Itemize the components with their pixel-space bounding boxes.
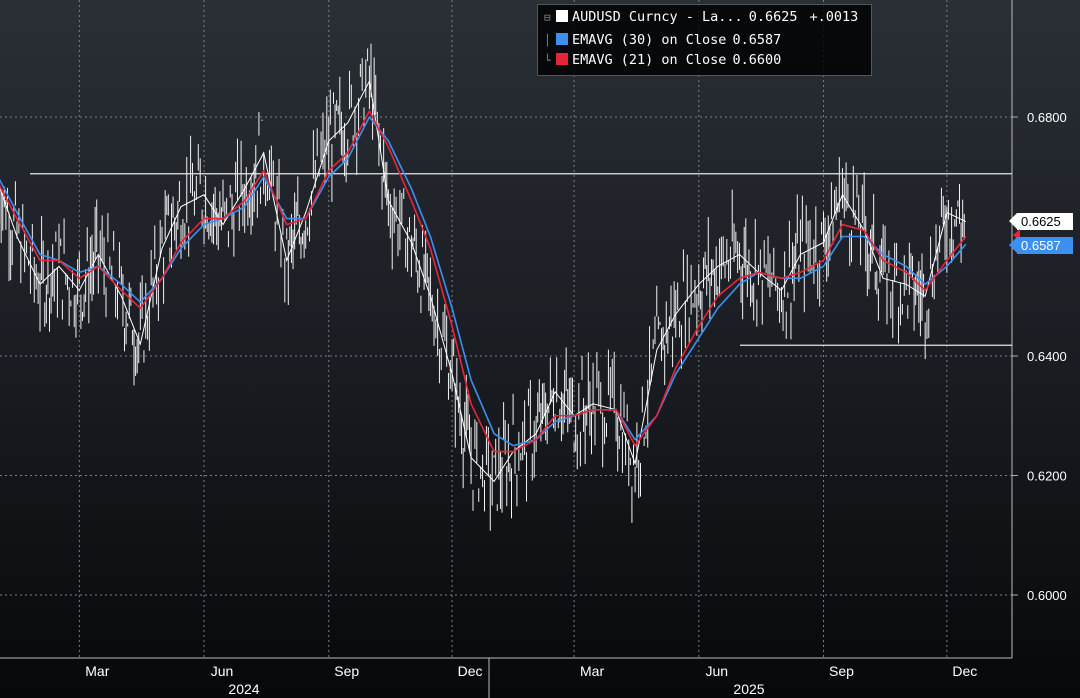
y-tick-label: 0.6800 — [1027, 110, 1067, 125]
x-tick-label: Sep — [334, 663, 359, 679]
legend-label-ema30: EMAVG (30) on Close — [572, 32, 727, 48]
legend-label-ema21: EMAVG (21) on Close — [572, 52, 727, 68]
ema21-marker-icon — [1013, 229, 1020, 241]
tree-branch-icon: │ — [544, 34, 551, 47]
legend-swatch-ema21 — [556, 53, 568, 65]
legend-item-price: ⊟ AUDUSD Curncy - La... 0.6625 +.0013 — [544, 8, 858, 26]
legend-value-ema30: 0.6587 — [732, 32, 782, 48]
ema30-line — [0, 116, 967, 447]
x-tick-label: Jun — [211, 663, 234, 679]
tree-branch-icon: └ — [544, 54, 551, 67]
x-tick-label: Sep — [829, 663, 854, 679]
ema21-line — [0, 110, 967, 453]
price-series — [0, 43, 965, 531]
legend-change-price: +.0013 — [809, 9, 859, 25]
legend-label-price: AUDUSD Curncy - La... — [572, 9, 743, 25]
y-tick-label: 0.6200 — [1027, 469, 1067, 484]
last-price-tag: 0.6625 — [1009, 213, 1073, 230]
x-tick-label: Dec — [458, 663, 483, 679]
x-tick-label: Jun — [706, 663, 729, 679]
price-line — [0, 79, 967, 483]
legend-value-price: 0.6625 — [748, 9, 798, 25]
legend-value-ema21: 0.6600 — [732, 52, 782, 68]
legend: ⊟ AUDUSD Curncy - La... 0.6625 +.0013 │ EMAV… — [537, 4, 872, 76]
legend-item-ema30: │ EMAVG (30) on Close 0.6587 — [544, 31, 781, 49]
y-tick-label: 0.6400 — [1027, 349, 1067, 364]
x-tick-label: Mar — [85, 663, 109, 679]
ema30-value-tag: 0.6587 — [1009, 237, 1073, 254]
collapse-icon[interactable]: ⊟ — [544, 11, 551, 24]
year-label: 2025 — [733, 681, 764, 697]
y-tick-label: 0.6000 — [1027, 588, 1067, 603]
year-label: 2024 — [228, 681, 259, 697]
legend-item-ema21: └ EMAVG (21) on Close 0.6600 — [544, 51, 781, 69]
x-tick-label: Dec — [952, 663, 977, 679]
legend-swatch-ema30 — [556, 33, 568, 45]
legend-swatch-price — [556, 10, 568, 22]
x-tick-label: Mar — [580, 663, 604, 679]
